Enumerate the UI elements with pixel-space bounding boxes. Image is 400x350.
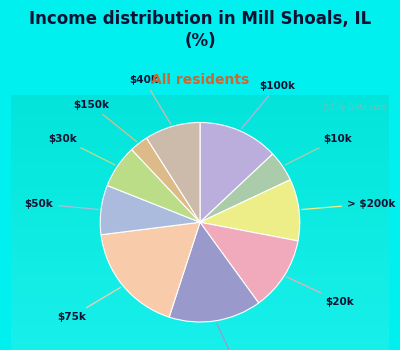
- Text: $10k: $10k: [285, 134, 352, 165]
- Text: All residents: All residents: [151, 74, 249, 87]
- Wedge shape: [107, 149, 200, 222]
- Text: $20k: $20k: [287, 277, 354, 307]
- Text: $150k: $150k: [73, 100, 137, 142]
- Text: $60k: $60k: [217, 323, 252, 350]
- Wedge shape: [132, 138, 200, 222]
- Text: ⓘ City-Data.com: ⓘ City-Data.com: [324, 103, 385, 112]
- Wedge shape: [200, 122, 273, 222]
- Text: $40k: $40k: [130, 75, 171, 124]
- Wedge shape: [200, 154, 290, 222]
- Wedge shape: [101, 222, 200, 317]
- Text: Income distribution in Mill Shoals, IL
(%): Income distribution in Mill Shoals, IL (…: [29, 10, 371, 50]
- Wedge shape: [200, 222, 298, 303]
- Wedge shape: [169, 222, 259, 322]
- Text: $50k: $50k: [24, 199, 98, 210]
- Text: $100k: $100k: [242, 81, 295, 128]
- Wedge shape: [100, 186, 200, 235]
- Text: $30k: $30k: [48, 134, 115, 165]
- Text: $75k: $75k: [57, 287, 121, 322]
- Wedge shape: [146, 122, 200, 222]
- Text: > $200k: > $200k: [302, 199, 396, 210]
- Wedge shape: [200, 180, 300, 241]
